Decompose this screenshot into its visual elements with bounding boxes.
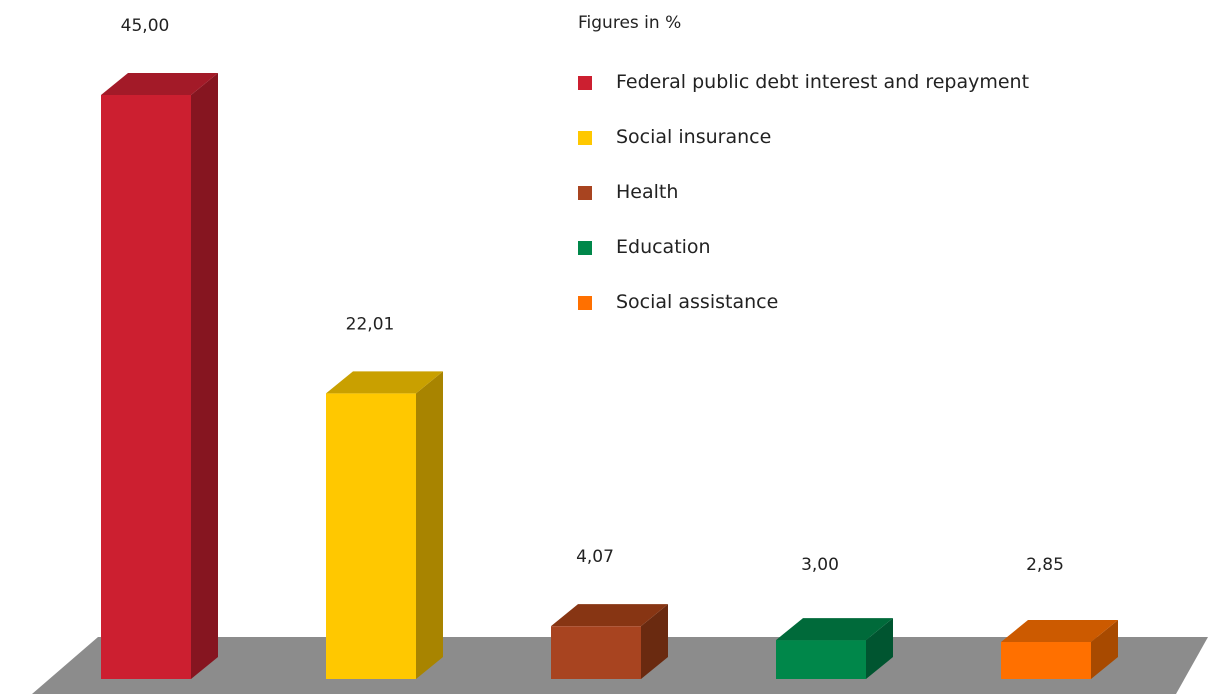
bar [776,618,893,679]
bar [1001,620,1118,679]
legend-label: Social insurance [616,126,771,148]
bar-side [641,604,668,679]
bar-side [191,73,218,679]
bar-front [776,640,866,679]
bar-value-label: 45,00 [121,16,170,36]
bar-front [551,626,641,679]
bars-group [101,73,1118,679]
bar-value-label: 3,00 [801,555,839,575]
bar-side [1091,620,1118,679]
legend-item: Federal public debt interest and repayme… [578,71,1029,93]
bar-front [1001,642,1091,679]
legend: Figures in % Federal public debt interes… [578,13,1029,313]
bar-value-label: 2,85 [1026,555,1064,575]
bar-side [866,618,893,679]
bar-top [551,604,668,627]
bar [326,371,443,679]
legend-label: Social assistance [616,291,778,313]
value-labels-group: 45,00 22,01 4,07 3,00 2,85 [121,16,1064,575]
bar-front [101,95,191,679]
legend-title: Figures in % [578,13,681,33]
bar-top [326,371,443,394]
legend-label: Federal public debt interest and repayme… [616,71,1029,93]
bar [101,73,218,679]
legend-label: Health [616,181,678,203]
legend-swatch [578,296,592,310]
legend-item: Education [578,236,711,258]
legend-swatch [578,186,592,200]
bar-value-label: 4,07 [576,547,614,567]
bar-top [776,618,893,641]
bar-front [326,393,416,679]
bar [551,604,668,679]
bar-top [1001,620,1118,643]
legend-item: Social insurance [578,126,771,148]
bar-top [101,73,218,95]
bar-value-label: 22,01 [346,314,395,334]
legend-swatch [578,241,592,255]
legend-item: Social assistance [578,291,778,313]
legend-swatch [578,76,592,90]
legend-swatch [578,131,592,145]
legend-label: Education [616,236,711,258]
legend-item: Health [578,181,678,203]
bar-side [416,371,443,679]
